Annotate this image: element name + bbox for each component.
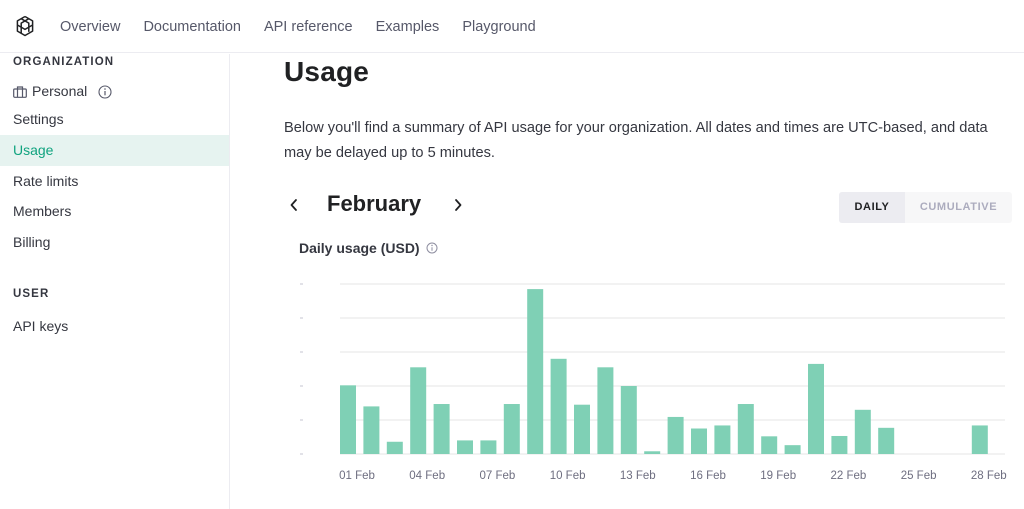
usage-bar[interactable] bbox=[527, 289, 544, 454]
usage-summary-text: Below you'll find a summary of API usage… bbox=[284, 120, 988, 161]
info-icon[interactable] bbox=[426, 242, 438, 254]
x-tick-label: 28 Feb bbox=[971, 470, 1007, 482]
usage-bar[interactable] bbox=[667, 416, 684, 454]
usage-bar[interactable] bbox=[340, 385, 356, 454]
nav-link-playground[interactable]: Playground bbox=[462, 18, 536, 35]
usage-bar[interactable] bbox=[480, 440, 497, 454]
nav-link-overview[interactable]: Overview bbox=[60, 18, 121, 35]
usage-bar[interactable] bbox=[503, 404, 520, 454]
usage-bar[interactable] bbox=[410, 367, 427, 454]
nav-link-api-reference[interactable]: API reference bbox=[263, 18, 353, 35]
usage-bar[interactable] bbox=[550, 358, 567, 454]
sidebar-item-api-keys[interactable]: API keys bbox=[13, 318, 69, 334]
usage-bar[interactable] bbox=[784, 445, 801, 454]
x-tick-label: 19 Feb bbox=[760, 470, 796, 482]
usage-bar[interactable] bbox=[831, 435, 848, 454]
sidebar-item-billing[interactable]: Billing bbox=[13, 234, 51, 250]
sidebar: ORGANIZATION Personal Settings Usage Rat… bbox=[0, 54, 230, 509]
user-heading: USER bbox=[13, 288, 50, 300]
usage-bar[interactable] bbox=[363, 406, 380, 454]
x-tick-label: 16 Feb bbox=[690, 470, 726, 482]
organization-heading: ORGANIZATION bbox=[13, 56, 115, 68]
daily-toggle-button[interactable]: DAILY bbox=[839, 192, 905, 223]
sidebar-item-members[interactable]: Members bbox=[13, 203, 72, 219]
organization-name: Personal bbox=[32, 83, 88, 99]
usage-bar[interactable] bbox=[761, 436, 778, 454]
x-tick-label: 13 Feb bbox=[620, 470, 656, 482]
usage-bar[interactable] bbox=[457, 440, 473, 454]
previous-month-button[interactable] bbox=[284, 193, 304, 217]
usage-bar[interactable] bbox=[878, 427, 895, 454]
view-toggle: DAILY CUMULATIVE bbox=[839, 192, 1012, 223]
chevron-left-icon bbox=[290, 199, 297, 211]
x-tick-label: 01 Feb bbox=[339, 470, 375, 482]
x-tick-label: 10 Feb bbox=[550, 470, 586, 482]
x-tick-label: 22 Feb bbox=[830, 470, 866, 482]
chevron-right-icon bbox=[455, 199, 462, 211]
usage-bar[interactable] bbox=[386, 441, 403, 454]
chart-title: Daily usage (USD) bbox=[299, 240, 438, 256]
chart-title-text: Daily usage (USD) bbox=[299, 240, 420, 256]
daily-usage-chart: 01 Feb 04 Feb 07 Feb 10 Feb 13 Feb 16 Feb 19 F… bbox=[300, 283, 1007, 482]
usage-bar[interactable] bbox=[971, 425, 988, 454]
page-title: Usage bbox=[284, 56, 370, 87]
next-month-button[interactable] bbox=[448, 193, 468, 217]
nav-link-documentation[interactable]: Documentation bbox=[143, 18, 241, 35]
usage-bar[interactable] bbox=[574, 404, 590, 454]
cumulative-toggle-button[interactable]: CUMULATIVE bbox=[919, 201, 998, 213]
x-tick-label: 04 Feb bbox=[409, 470, 445, 482]
usage-bar[interactable] bbox=[644, 451, 661, 454]
sidebar-item-settings[interactable]: Settings bbox=[13, 111, 64, 127]
nav-link-examples[interactable]: Examples bbox=[375, 18, 440, 35]
current-month: February bbox=[327, 191, 422, 216]
usage-bar[interactable] bbox=[691, 428, 707, 455]
sidebar-item-usage[interactable]: Usage bbox=[0, 135, 229, 166]
sidebar-item-rate-limits[interactable]: Rate limits bbox=[13, 173, 79, 189]
openai-logo-icon[interactable] bbox=[13, 14, 37, 38]
usage-bar[interactable] bbox=[808, 363, 824, 454]
usage-bar[interactable] bbox=[854, 409, 871, 454]
usage-bar[interactable] bbox=[714, 425, 731, 454]
x-tick-label: 07 Feb bbox=[479, 470, 515, 482]
briefcase-icon bbox=[13, 85, 27, 98]
month-navigation: February DAILY CUMULATIVE bbox=[284, 189, 1014, 223]
usage-bar[interactable] bbox=[737, 404, 754, 454]
x-tick-label: 25 Feb bbox=[901, 470, 937, 482]
nav-links: Overview Documentation API reference Exa… bbox=[60, 0, 559, 53]
info-icon[interactable] bbox=[98, 84, 112, 99]
usage-bar[interactable] bbox=[597, 367, 614, 454]
organization-selector[interactable]: Personal bbox=[0, 76, 229, 107]
main-content: Usage Below you'll find a summary of API… bbox=[284, 54, 1014, 509]
usage-bar[interactable] bbox=[620, 386, 637, 454]
top-navigation: Overview Documentation API reference Exa… bbox=[0, 0, 1024, 53]
usage-bar[interactable] bbox=[433, 404, 450, 454]
